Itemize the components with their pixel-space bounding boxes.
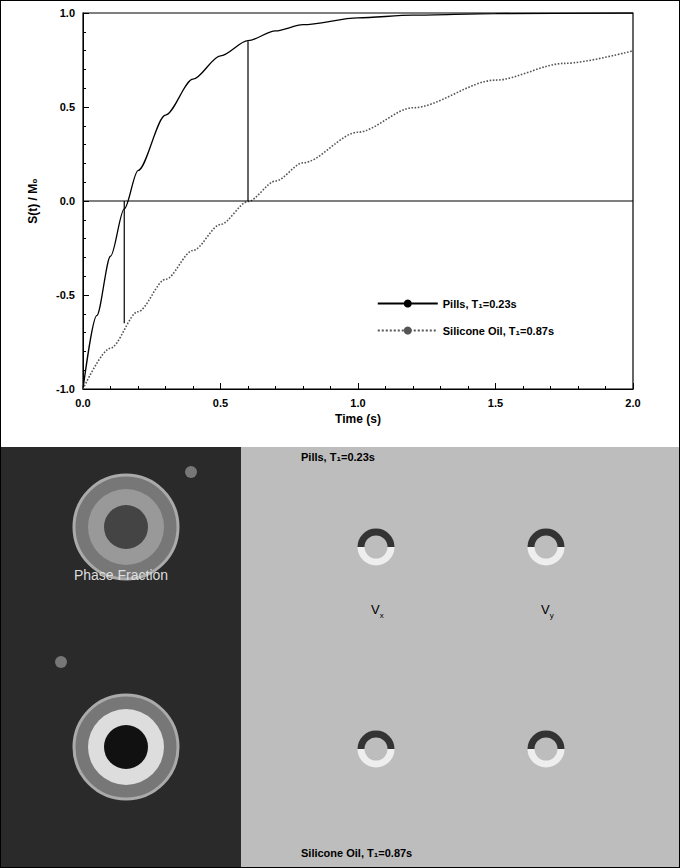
svg-text:Silicone Oil, T₁=0.87s: Silicone Oil, T₁=0.87s	[443, 325, 554, 337]
svg-text:S(t) / M₀: S(t) / M₀	[26, 178, 40, 223]
html-text:Vy: Vy	[541, 602, 554, 620]
html-text:Phase Fraction: Phase Fraction	[73, 567, 169, 583]
svg-text:0.5: 0.5	[60, 101, 75, 113]
svg-text:Time (s): Time (s)	[335, 412, 381, 426]
html-text:Vx: Vx	[371, 602, 384, 620]
svg-text:-1.0: -1.0	[56, 383, 75, 395]
svg-text:2.0: 2.0	[625, 397, 640, 409]
html-text:Pills, T₁=0.23s: Pills, T₁=0.23s	[301, 451, 375, 463]
svg-text:-0.5: -0.5	[56, 289, 75, 301]
svg-text:0.0: 0.0	[60, 195, 75, 207]
svg-text:0.0: 0.0	[75, 397, 90, 409]
svg-text:1.0: 1.0	[350, 397, 365, 409]
svg-text:1.0: 1.0	[60, 7, 75, 19]
svg-text:0.5: 0.5	[213, 397, 228, 409]
svg-text:1.5: 1.5	[488, 397, 503, 409]
html-text:Silicone Oil, T₁=0.87s: Silicone Oil, T₁=0.87s	[301, 847, 413, 859]
svg-text:Pills, T₁=0.23s: Pills, T₁=0.23s	[443, 298, 517, 310]
